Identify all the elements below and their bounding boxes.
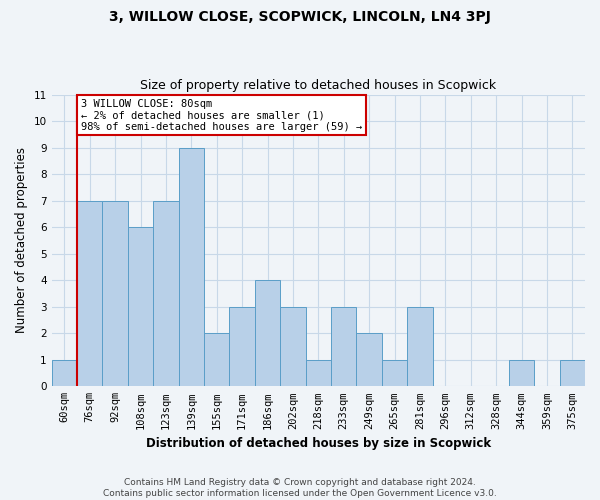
Bar: [331, 306, 356, 386]
Text: 3, WILLOW CLOSE, SCOPWICK, LINCOLN, LN4 3PJ: 3, WILLOW CLOSE, SCOPWICK, LINCOLN, LN4 …: [109, 10, 491, 24]
Bar: [179, 148, 204, 386]
Title: Size of property relative to detached houses in Scopwick: Size of property relative to detached ho…: [140, 79, 496, 92]
Bar: [509, 360, 534, 386]
Bar: [128, 227, 153, 386]
Bar: [407, 306, 433, 386]
Bar: [103, 200, 128, 386]
Bar: [280, 306, 305, 386]
Bar: [52, 360, 77, 386]
Bar: [255, 280, 280, 386]
X-axis label: Distribution of detached houses by size in Scopwick: Distribution of detached houses by size …: [146, 437, 491, 450]
Bar: [204, 334, 229, 386]
Bar: [356, 334, 382, 386]
Bar: [305, 360, 331, 386]
Y-axis label: Number of detached properties: Number of detached properties: [15, 148, 28, 334]
Text: Contains HM Land Registry data © Crown copyright and database right 2024.
Contai: Contains HM Land Registry data © Crown c…: [103, 478, 497, 498]
Bar: [153, 200, 179, 386]
Bar: [560, 360, 585, 386]
Bar: [77, 200, 103, 386]
Bar: [229, 306, 255, 386]
Bar: [382, 360, 407, 386]
Text: 3 WILLOW CLOSE: 80sqm
← 2% of detached houses are smaller (1)
98% of semi-detach: 3 WILLOW CLOSE: 80sqm ← 2% of detached h…: [81, 98, 362, 132]
